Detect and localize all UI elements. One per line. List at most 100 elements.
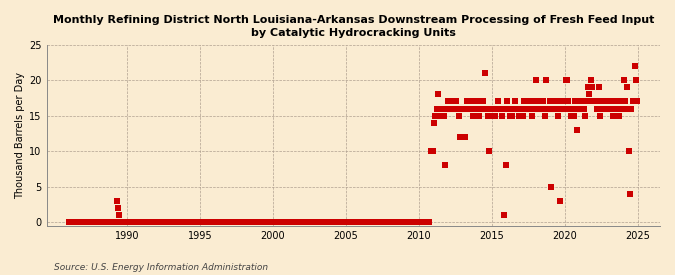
Point	[458, 106, 469, 111]
Point	[272, 220, 283, 224]
Point	[242, 220, 252, 224]
Point	[436, 106, 447, 111]
Point	[211, 220, 221, 224]
Point	[140, 220, 151, 224]
Point	[400, 220, 410, 224]
Point	[477, 99, 488, 104]
Point	[310, 220, 321, 224]
Point	[286, 220, 297, 224]
Point	[153, 220, 163, 224]
Point	[121, 220, 132, 224]
Point	[281, 220, 292, 224]
Point	[339, 220, 350, 224]
Point	[252, 220, 263, 224]
Point	[118, 220, 129, 224]
Point	[433, 114, 444, 118]
Point	[446, 106, 457, 111]
Point	[124, 220, 134, 224]
Point	[566, 106, 577, 111]
Point	[265, 220, 275, 224]
Point	[77, 220, 88, 224]
Point	[83, 220, 94, 224]
Point	[166, 220, 177, 224]
Point	[71, 220, 82, 224]
Point	[180, 220, 190, 224]
Point	[202, 220, 213, 224]
Point	[194, 220, 205, 224]
Point	[161, 220, 172, 224]
Point	[421, 220, 432, 224]
Point	[421, 220, 431, 224]
Point	[495, 106, 506, 111]
Point	[535, 106, 545, 111]
Point	[471, 99, 482, 104]
Point	[508, 106, 518, 111]
Point	[88, 220, 99, 224]
Point	[327, 220, 338, 224]
Point	[357, 220, 368, 224]
Point	[283, 220, 294, 224]
Point	[215, 220, 225, 224]
Point	[127, 220, 138, 224]
Point	[89, 220, 100, 224]
Point	[409, 220, 420, 224]
Point	[316, 220, 327, 224]
Point	[232, 220, 242, 224]
Point	[259, 220, 269, 224]
Point	[465, 106, 476, 111]
Point	[542, 106, 553, 111]
Point	[468, 114, 479, 118]
Point	[182, 220, 192, 224]
Point	[423, 220, 433, 224]
Point	[149, 220, 160, 224]
Point	[132, 220, 142, 224]
Point	[68, 220, 78, 224]
Point	[142, 220, 153, 224]
Point	[591, 99, 601, 104]
Point	[543, 106, 554, 111]
Point	[358, 220, 369, 224]
Point	[450, 106, 460, 111]
Point	[201, 220, 212, 224]
Point	[506, 106, 516, 111]
Point	[146, 220, 157, 224]
Point	[470, 106, 481, 111]
Point	[217, 220, 228, 224]
Point	[631, 78, 642, 82]
Point	[374, 220, 385, 224]
Point	[173, 220, 184, 224]
Point	[632, 99, 643, 104]
Point	[392, 220, 403, 224]
Point	[289, 220, 300, 224]
Point	[536, 106, 547, 111]
Point	[614, 114, 624, 118]
Point	[575, 106, 586, 111]
Point	[518, 114, 529, 118]
Point	[627, 99, 638, 104]
Point	[304, 220, 315, 224]
Point	[564, 106, 574, 111]
Point	[84, 220, 95, 224]
Point	[380, 220, 391, 224]
Point	[157, 220, 168, 224]
Point	[394, 220, 404, 224]
Point	[431, 106, 442, 111]
Point	[296, 220, 307, 224]
Point	[521, 106, 532, 111]
Point	[628, 99, 639, 104]
Point	[529, 99, 539, 104]
Point	[189, 220, 200, 224]
Point	[416, 220, 427, 224]
Point	[223, 220, 234, 224]
Point	[597, 106, 608, 111]
Point	[244, 220, 254, 224]
Point	[81, 220, 92, 224]
Point	[266, 220, 277, 224]
Point	[485, 114, 495, 118]
Point	[390, 220, 401, 224]
Point	[368, 220, 379, 224]
Point	[236, 220, 247, 224]
Point	[254, 220, 265, 224]
Point	[342, 220, 353, 224]
Point	[148, 220, 159, 224]
